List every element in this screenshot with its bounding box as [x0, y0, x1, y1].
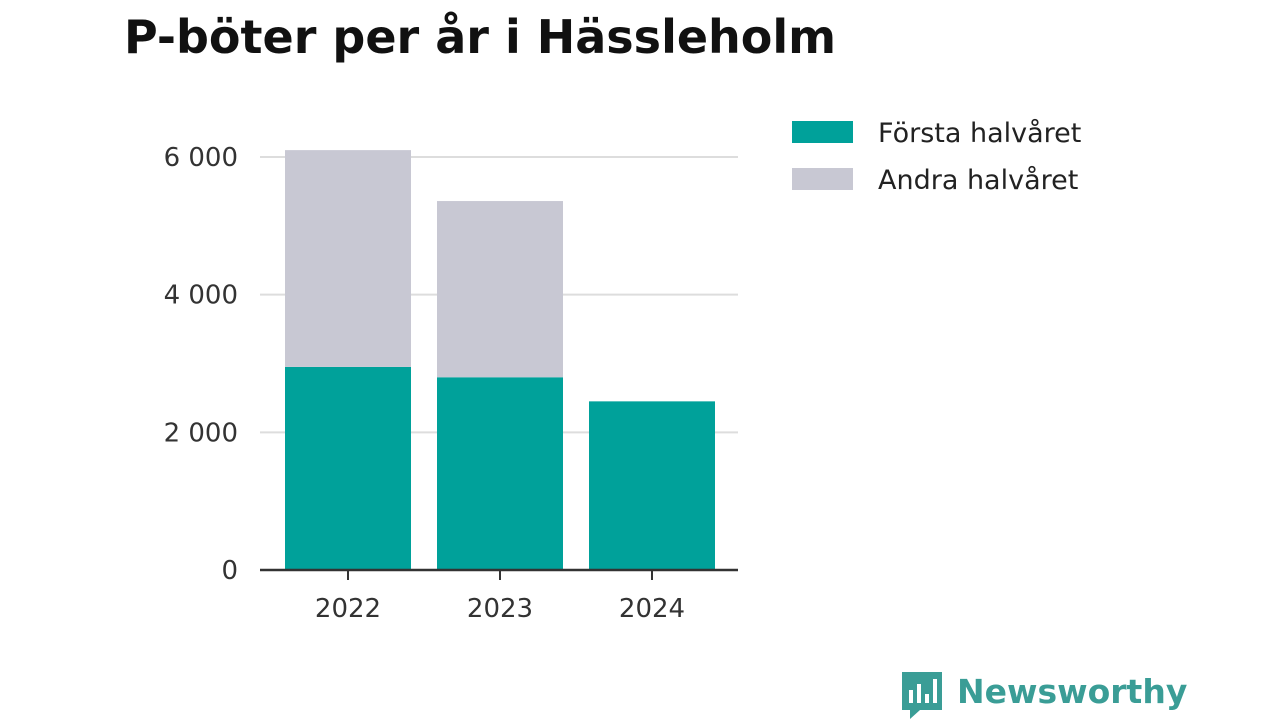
bar-2024-series-0 — [589, 401, 715, 570]
y-tick-label-0: 0 — [221, 556, 238, 586]
bar-2022-series-1 — [285, 150, 411, 367]
legend-label-1: Andra halvåret — [878, 165, 1078, 196]
legend-swatch-1 — [792, 168, 853, 190]
bar-2023-series-0 — [437, 377, 563, 570]
y-tick-label-2: 4 000 — [164, 281, 238, 311]
bar-chart-speech-bubble-icon — [902, 672, 942, 719]
legend-swatch-0 — [792, 121, 853, 143]
x-tick-label-2023: 2023 — [467, 594, 533, 624]
y-tick-label-1: 2 000 — [164, 418, 238, 448]
bar-2023-series-1 — [437, 201, 563, 378]
newsworthy-logo: Newsworthy — [902, 672, 1187, 719]
bars — [285, 150, 715, 570]
brand-name: Newsworthy — [957, 672, 1187, 711]
bar-2022-series-0 — [285, 366, 411, 570]
x-tick-label-2024: 2024 — [619, 594, 685, 624]
axes: 2022 2023 2024 0 2 000 4 000 6 000 — [164, 143, 738, 624]
chart-title: P-böter per år i Hässleholm — [124, 10, 836, 64]
y-tick-label-3: 6 000 — [164, 143, 238, 173]
legend: Första halvåret Andra halvåret — [792, 118, 1081, 196]
x-tick-label-2022: 2022 — [315, 594, 381, 624]
legend-label-0: Första halvåret — [878, 118, 1081, 149]
